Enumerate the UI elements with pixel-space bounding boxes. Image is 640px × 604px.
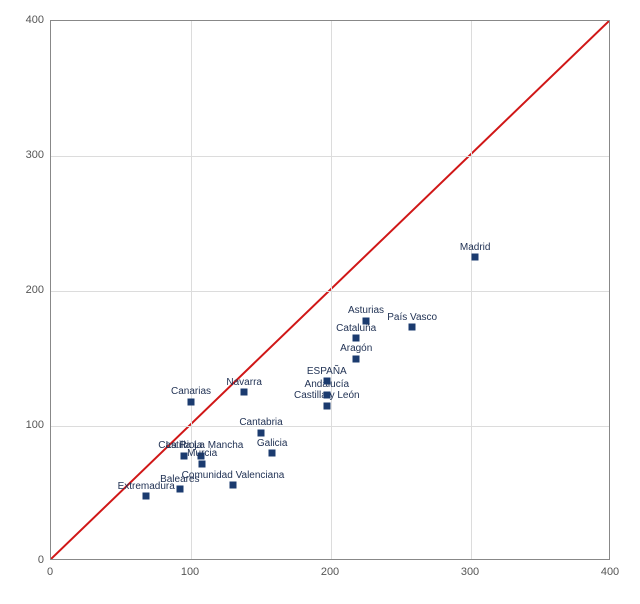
gridline-horizontal [51, 426, 609, 427]
data-point-label: Comunidad Valenciana [182, 470, 285, 481]
data-point [230, 482, 237, 489]
x-tick-label: 100 [181, 566, 199, 578]
data-point [323, 391, 330, 398]
data-point [197, 452, 204, 459]
data-point [258, 429, 265, 436]
data-point-label: Navarra [226, 377, 262, 388]
gridline-horizontal [51, 156, 609, 157]
data-point [269, 450, 276, 457]
data-point-label: ESPAÑA [307, 366, 347, 377]
data-point-label: Asturias [348, 305, 384, 316]
data-point-label: País Vasco [387, 312, 437, 323]
y-tick-label: 200 [20, 284, 44, 296]
gridline-vertical [191, 21, 192, 559]
gridline-vertical [331, 21, 332, 559]
data-point-label: La Rioja [166, 440, 203, 451]
data-point-label: Madrid [460, 242, 491, 253]
data-point [181, 452, 188, 459]
scatter-chart: ExtremaduraBalearesCanariasLa RiojaCasti… [0, 0, 640, 604]
data-point [323, 402, 330, 409]
y-tick-label: 100 [20, 419, 44, 431]
gridline-horizontal [51, 291, 609, 292]
data-point [143, 493, 150, 500]
gridline-vertical [471, 21, 472, 559]
data-point [199, 460, 206, 467]
data-point [323, 378, 330, 385]
x-tick-label: 0 [47, 566, 53, 578]
data-point-label: Castilla La Mancha [158, 440, 243, 451]
plot-area: ExtremaduraBalearesCanariasLa RiojaCasti… [50, 20, 610, 560]
x-tick-label: 300 [461, 566, 479, 578]
data-point-label: Galicia [257, 438, 288, 449]
reference-line [51, 21, 609, 559]
y-tick-label: 400 [20, 14, 44, 26]
y-tick-label: 300 [20, 149, 44, 161]
data-point-label: Baleares [160, 474, 199, 485]
data-point [241, 389, 248, 396]
data-point-label: Cataluña [336, 323, 376, 334]
data-point-label: Aragón [340, 343, 372, 354]
y-tick-label: 0 [20, 554, 44, 566]
x-tick-label: 200 [321, 566, 339, 578]
data-point [188, 398, 195, 405]
x-tick-label: 400 [601, 566, 619, 578]
data-point [353, 355, 360, 362]
data-point [353, 335, 360, 342]
data-point-label: Extremadura [118, 481, 175, 492]
data-point [409, 324, 416, 331]
data-point [176, 486, 183, 493]
data-point [472, 254, 479, 261]
data-point [363, 317, 370, 324]
